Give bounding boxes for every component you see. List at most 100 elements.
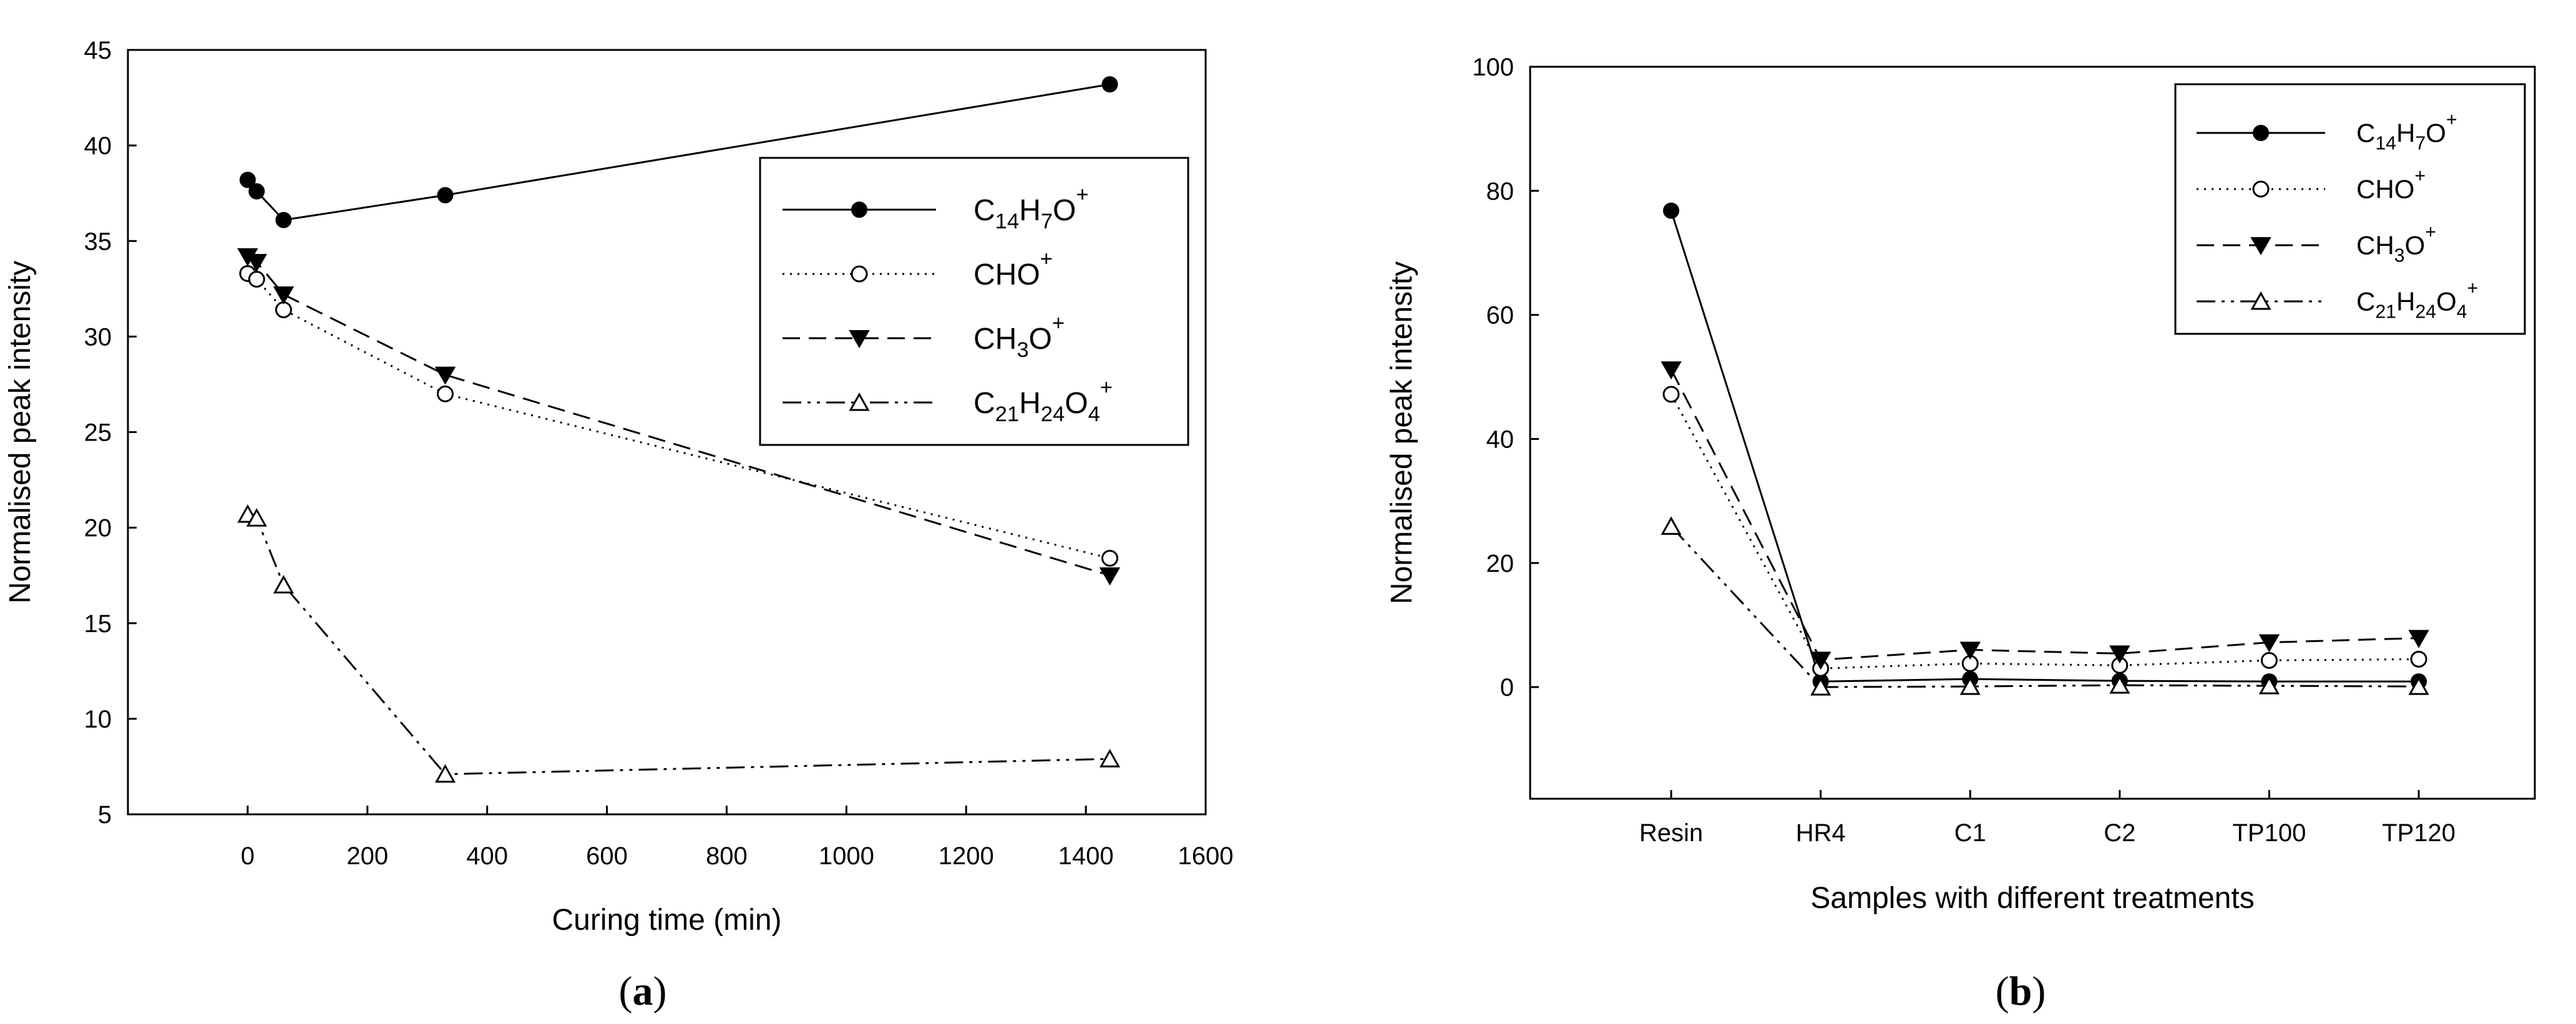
legend: C14H7O+CHO+CH3O+C21H24O4+: [759, 157, 1189, 446]
data-point: [2258, 634, 2280, 653]
data-point: [2408, 676, 2429, 695]
legend-label: CH3O+: [2356, 222, 2436, 266]
data-point: [248, 271, 265, 288]
y-tick-label: 35: [84, 228, 112, 255]
x-tick-label: TP120: [2382, 819, 2456, 847]
data-point: [434, 764, 456, 783]
legend-label: C21H24O4+: [2356, 278, 2478, 323]
legend-marker: [849, 330, 870, 349]
series-2: [1661, 361, 2429, 670]
y-tick-label: 20: [1486, 550, 1515, 577]
legend-label-part: C: [973, 387, 995, 420]
data-point: [1661, 361, 1682, 380]
legend-label: C14H7O+: [973, 183, 1089, 233]
data-point: [246, 253, 268, 272]
data-point: [273, 286, 295, 305]
y-tick-label: 0: [1500, 674, 1514, 701]
legend-box: [759, 157, 1189, 446]
legend-label-part: H: [2396, 119, 2415, 148]
x-tick-label: C2: [2104, 819, 2135, 847]
panel-label-letter: a: [633, 968, 653, 1014]
legend-label-part: 7: [2415, 133, 2426, 154]
legend-label-part: H: [1019, 194, 1041, 227]
data-point: [2408, 630, 2429, 648]
x-axis-label: Samples with different treatments: [1810, 882, 2254, 915]
legend-label-part: 24: [2415, 301, 2436, 322]
data-point: [1101, 76, 1118, 93]
legend-label-part: O: [2426, 119, 2446, 148]
legend-label-part: 4: [1088, 402, 1100, 426]
panel-label-open: (: [1996, 968, 2009, 1014]
legend-marker: [2250, 291, 2271, 310]
series-line: [1670, 525, 2419, 688]
legend-marker: [2253, 125, 2269, 141]
series-line: [247, 513, 1110, 776]
data-point: [437, 385, 454, 402]
panel-a: 5 10 15 20 25 30 35 40 45 0 200 400 600 800 1000 1200 14…: [4, 37, 1233, 1014]
y-tick-label: 30: [84, 323, 112, 351]
series-2: [237, 248, 1121, 586]
data-point: [246, 508, 267, 527]
legend-label-part: 21: [2375, 301, 2396, 322]
panel-label-close: ): [2032, 968, 2046, 1014]
legend-label-part: O: [1053, 194, 1076, 227]
legend-label-part: C: [2356, 119, 2375, 148]
data-point: [2410, 650, 2427, 668]
data-point: [239, 172, 256, 188]
series-0: [239, 76, 1118, 228]
x-tick-label: TP100: [2232, 819, 2306, 847]
legend: C14H7O+CHO+CH3O+C21H24O4+: [2174, 83, 2526, 335]
data-point: [1810, 676, 1832, 696]
legend-label-part: +: [1052, 311, 1065, 335]
x-tick-label: 1400: [1058, 842, 1114, 870]
x-tick-label: Resin: [1639, 819, 1703, 847]
legend-label: CHO+: [973, 247, 1053, 291]
y-axis-label: Normalised peak intensity: [4, 261, 37, 604]
legend-label-part: +: [1100, 376, 1113, 399]
y-tick-label: 40: [84, 132, 112, 160]
legend-label-part: CH: [973, 323, 1017, 356]
legend-label-part: H: [2396, 287, 2415, 316]
legend-label: CHO+: [2356, 166, 2426, 204]
x-tick-label: 0: [241, 842, 255, 870]
legend-label-part: O: [2405, 231, 2426, 260]
x-tick-label: 800: [706, 842, 748, 870]
data-point: [248, 183, 265, 200]
legend-label-part: H: [1019, 387, 1041, 420]
panel-label: (a): [619, 968, 667, 1014]
legend-marker: [2252, 180, 2270, 198]
x-tick-label: 600: [586, 842, 628, 870]
data-point: [1959, 641, 1981, 660]
x-tick-label: 1200: [939, 842, 994, 870]
series-1: [1662, 386, 2427, 677]
series-line: [1670, 369, 2419, 661]
x-axis-label: Curing time (min): [552, 904, 781, 937]
panel-b: 0 20 40 60 80 100 Resin HR4 C1 C2 TP100 TP120 Sample…: [1385, 54, 2536, 1014]
legend-label-part: 3: [1017, 338, 1028, 362]
data-point: [1662, 386, 1680, 403]
legend-marker: [849, 392, 870, 411]
legend-label-part: C: [2356, 287, 2375, 316]
legend-label-part: 3: [2394, 245, 2405, 266]
legend-box: [2174, 83, 2526, 335]
legend-label-part: CHO: [973, 258, 1040, 291]
data-point: [2260, 651, 2278, 669]
panel-label-close: ): [653, 968, 667, 1014]
data-point: [273, 575, 295, 593]
x-tick-label: 400: [466, 842, 508, 870]
legend-label-part: O: [1029, 323, 1052, 356]
data-point: [1959, 676, 1981, 695]
panel-label-letter: b: [2009, 968, 2032, 1014]
legend-label-part: CH: [2356, 231, 2394, 260]
data-point: [2109, 675, 2130, 694]
legend-label-part: 7: [1041, 210, 1053, 233]
data-point: [1099, 567, 1121, 586]
legend-label-part: C: [973, 194, 995, 227]
y-tick-label: 15: [84, 610, 112, 638]
legend-label-part: 14: [2375, 133, 2396, 154]
x-tick-label: HR4: [1796, 819, 1846, 847]
y-tick-label: 20: [84, 515, 112, 542]
legend-label-part: O: [2436, 287, 2457, 316]
legend-label: C21H24O4+: [973, 376, 1113, 426]
